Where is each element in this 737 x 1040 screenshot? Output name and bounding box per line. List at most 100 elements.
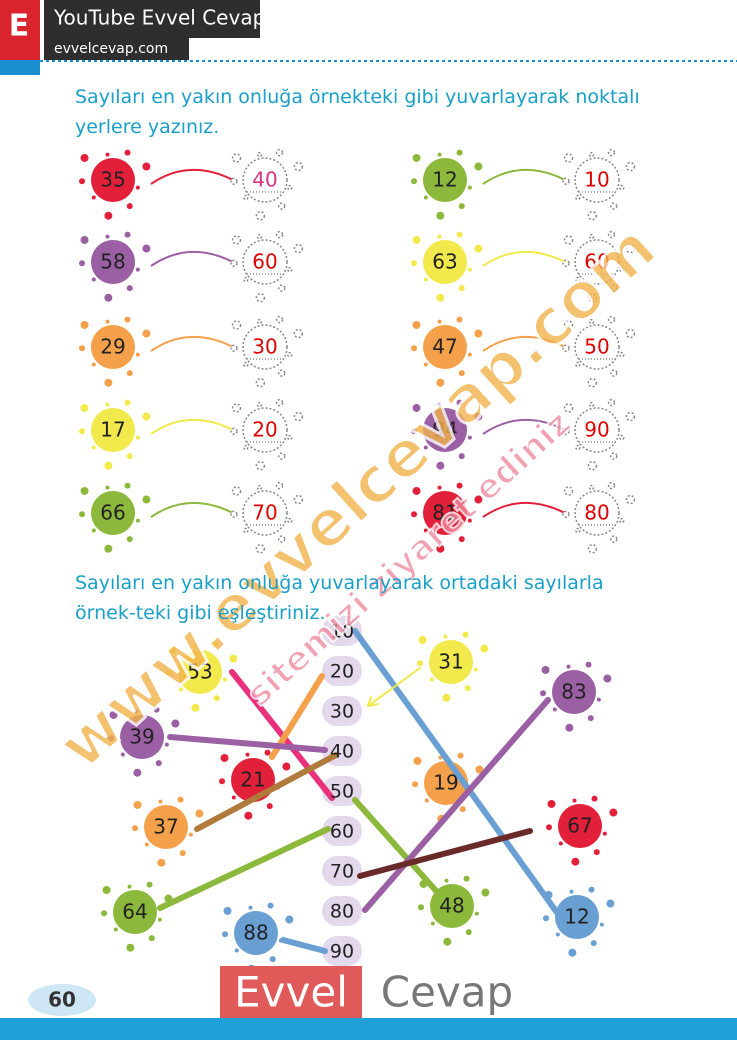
splash-drop	[619, 184, 625, 191]
number: 58	[100, 250, 125, 274]
splash-drop	[444, 878, 449, 883]
splash-drop	[158, 799, 163, 804]
number: 64	[122, 900, 147, 924]
splash-drop	[546, 824, 553, 831]
splash-body	[429, 640, 473, 684]
splash	[411, 399, 483, 470]
ten: 50	[330, 781, 354, 803]
ten: 90	[330, 941, 354, 963]
splash	[411, 482, 483, 553]
splash-drop	[285, 915, 294, 924]
splash-drop	[474, 412, 483, 421]
splash-drop	[231, 403, 242, 413]
logo: E	[9, 9, 30, 44]
splash	[543, 886, 615, 957]
splash-body	[242, 490, 288, 536]
splash-drop	[79, 428, 86, 435]
splash	[166, 641, 238, 712]
splash	[108, 706, 180, 777]
splash-body	[423, 158, 467, 202]
splash-drop	[104, 211, 113, 220]
splash-body	[574, 324, 620, 370]
splash-drop	[459, 806, 466, 813]
number: 29	[100, 335, 125, 359]
splash-body	[242, 157, 288, 203]
splash-drop	[625, 411, 636, 422]
splash-drop	[588, 233, 595, 240]
splash-body	[178, 650, 222, 694]
splash-drop	[91, 445, 96, 450]
splash-drop	[142, 412, 151, 421]
splash-drop	[467, 185, 472, 190]
splash	[79, 482, 151, 553]
splash-drop	[625, 161, 636, 172]
empty-splash	[230, 230, 304, 303]
splash-drop	[277, 369, 286, 377]
bottom-bar	[0, 1018, 737, 1040]
splash-drop	[474, 911, 479, 916]
splash-drop	[195, 809, 204, 818]
splash-drop	[142, 329, 151, 338]
splash-drop	[219, 778, 226, 785]
splash	[411, 149, 483, 220]
splash-drop	[437, 485, 442, 490]
splash-drop	[243, 527, 249, 534]
splash-drop	[79, 511, 86, 518]
splash	[79, 231, 151, 302]
number: 83	[561, 680, 586, 704]
splash-drop	[443, 937, 452, 946]
arrow	[482, 419, 566, 435]
splash-drop	[256, 151, 263, 158]
number: 19	[433, 771, 458, 795]
splash-drop	[105, 234, 110, 239]
splash-drop	[132, 825, 139, 832]
number: 47	[432, 335, 457, 359]
splash-drop	[619, 266, 625, 273]
answer: 50	[584, 335, 609, 359]
number-pill	[322, 696, 362, 726]
splash-drop	[429, 677, 434, 682]
splash-drop	[113, 927, 118, 932]
splash-drop	[171, 719, 180, 728]
arrow	[150, 251, 234, 267]
splash-drop	[223, 906, 232, 915]
arrow	[482, 502, 566, 518]
splash-drop	[458, 536, 465, 543]
splash-drop	[255, 460, 266, 471]
splash-drop	[104, 544, 113, 553]
splash-drop	[255, 543, 266, 554]
splash-drop	[436, 211, 445, 220]
number: 88	[243, 921, 268, 945]
splash-drop	[120, 752, 125, 757]
splash-body	[91, 158, 135, 202]
splash-drop	[275, 315, 284, 324]
splash-drop	[282, 762, 291, 771]
splash	[101, 881, 173, 952]
splash-drop	[456, 149, 463, 156]
splash-drop	[575, 527, 581, 534]
splash-drop	[266, 803, 273, 810]
splash-drop	[462, 631, 469, 638]
number: 35	[100, 168, 125, 192]
answer: 30	[252, 335, 277, 359]
splash-drop	[127, 884, 132, 889]
splash-drop	[437, 234, 442, 239]
splash-drop	[458, 453, 465, 460]
splash-drop	[144, 842, 149, 847]
page-number: 60	[48, 988, 76, 1012]
splash-drop	[562, 177, 570, 186]
splash-drop	[275, 481, 284, 490]
splash-drop	[264, 749, 271, 756]
splash-body	[234, 911, 278, 955]
answer: 20	[252, 418, 277, 442]
splash-drop	[412, 235, 421, 244]
splash-drop	[126, 536, 133, 543]
match-line	[167, 734, 328, 753]
number: 66	[100, 501, 125, 525]
splash-drop	[474, 244, 483, 253]
arrow	[150, 336, 234, 352]
splash-drop	[287, 184, 293, 191]
answer: 90	[584, 418, 609, 442]
splash-drop	[603, 674, 612, 683]
splash-drop	[277, 202, 286, 210]
